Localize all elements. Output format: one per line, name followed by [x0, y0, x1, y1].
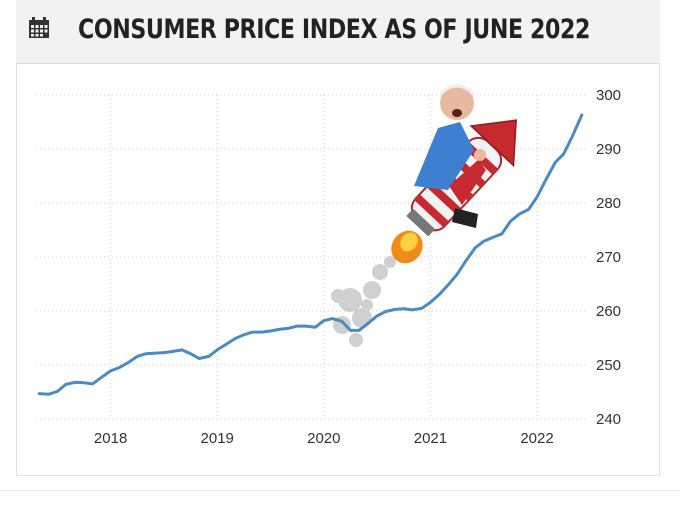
x-tick-label: 2020	[307, 430, 340, 447]
calendar-icon	[29, 17, 49, 38]
y-tick-label: 240	[596, 411, 621, 428]
cpi-series-line	[37, 113, 584, 396]
y-tick-label: 270	[596, 249, 621, 266]
y-tick-label: 250	[596, 357, 621, 374]
x-tick-label: 2021	[414, 430, 447, 447]
y-tick-label: 300	[596, 87, 621, 104]
x-tick-label: 2022	[520, 430, 553, 447]
chart-card	[16, 0, 660, 476]
y-tick-label: 290	[596, 141, 621, 158]
chart-title: CONSUMER PRICE INDEX AS OF JUNE 2022	[78, 14, 590, 45]
y-tick-label: 260	[596, 303, 621, 320]
y-tick-label: 280	[596, 195, 621, 212]
x-tick-label: 2019	[201, 430, 234, 447]
cpi-line-chart: 240 250 260 270 280 290 300 2018 2019 2020 2021 202…	[36, 84, 621, 447]
rocket-rider-illustration	[331, 84, 517, 347]
bottom-divider	[0, 490, 680, 491]
x-tick-label: 2018	[94, 430, 127, 447]
axis-ticks: 240 250 260 270 280 290 300 2018 2019 2020 2021 202…	[94, 87, 621, 447]
chart-header: CONSUMER PRICE INDEX AS OF JUNE 2022	[16, 0, 660, 64]
